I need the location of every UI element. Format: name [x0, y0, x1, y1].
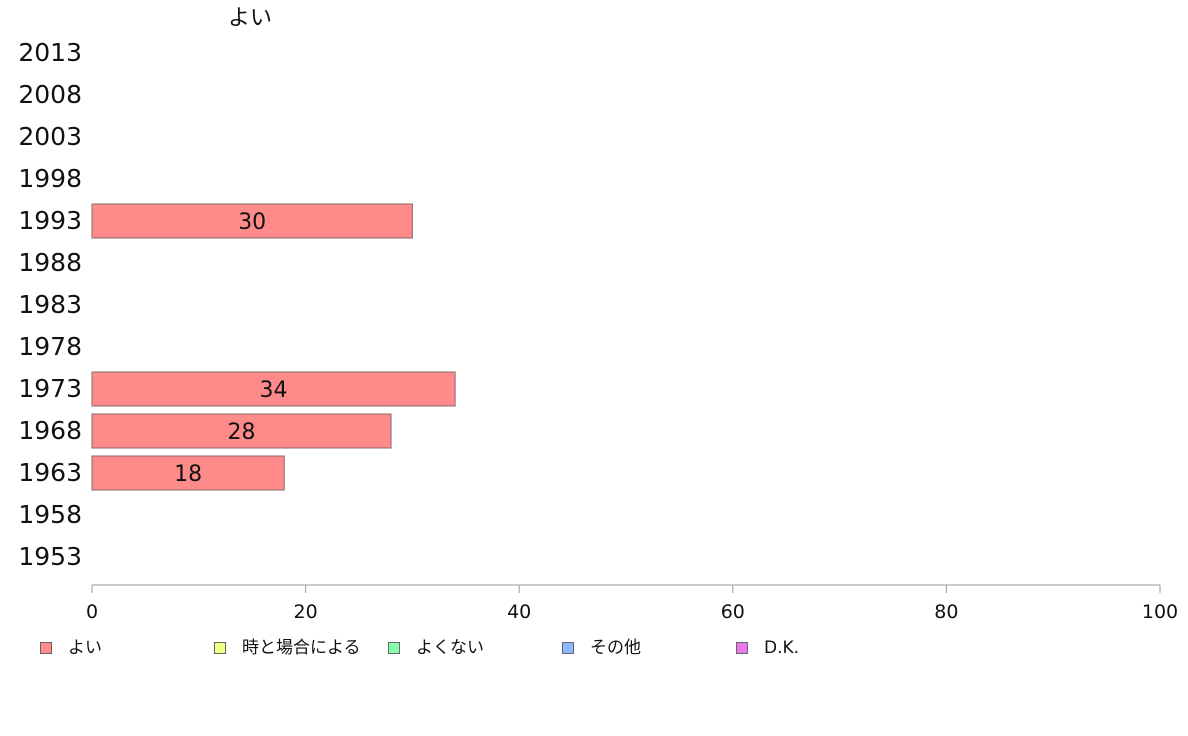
data-label: 18	[174, 462, 202, 487]
legend-label: よい	[68, 638, 102, 658]
category-label: 2003	[18, 122, 82, 151]
category-label: 1988	[18, 248, 82, 277]
category-label: 1998	[18, 164, 82, 193]
bar	[91, 455, 285, 491]
legend-swatch	[736, 642, 748, 654]
data-label: 30	[238, 210, 266, 235]
category-label: 1973	[18, 374, 82, 403]
data-label: 28	[228, 420, 256, 445]
category-label: 1968	[18, 416, 82, 445]
legend-item: よくない	[388, 637, 484, 659]
legend-label: D.K.	[764, 638, 800, 658]
legend-swatch	[562, 642, 574, 654]
x-tick-label: 100	[1142, 601, 1178, 623]
category-label: 1993	[18, 206, 82, 235]
category-label: 1958	[18, 500, 82, 529]
legend-item: その他	[562, 637, 641, 659]
category-label: 1953	[18, 542, 82, 571]
category-label: 1983	[18, 290, 82, 319]
bar-chart: よい 2013 2008 2003 1998 1993 1988 1983 1978 1973 1…	[18, 6, 1178, 623]
category-label: 2008	[18, 80, 82, 109]
chart-title: よい	[228, 6, 272, 31]
data-label: 34	[260, 378, 288, 403]
bar	[91, 203, 413, 239]
legend-swatch	[214, 642, 226, 654]
legend-item: 時と場合による	[214, 637, 361, 659]
legend-swatch	[388, 642, 400, 654]
x-tick-label: 40	[507, 601, 531, 623]
legend-item: よい	[40, 637, 102, 659]
legend-label: よくない	[416, 638, 484, 658]
category-label: 1963	[18, 458, 82, 487]
legend-label: 時と場合による	[242, 638, 361, 658]
x-tick-label: 60	[721, 601, 745, 623]
x-tick-label: 80	[934, 601, 958, 623]
chart-legend: よい 時と場合による よくない その他 D.K.	[0, 637, 1188, 661]
category-label: 1978	[18, 332, 82, 361]
legend-item: D.K.	[736, 637, 799, 659]
legend-label: その他	[590, 638, 641, 658]
category-label: 2013	[18, 38, 82, 67]
x-tick-label: 20	[294, 601, 318, 623]
legend-swatch	[40, 642, 52, 654]
bar	[91, 371, 456, 407]
x-tick-label: 0	[86, 601, 98, 623]
bar	[91, 413, 392, 449]
